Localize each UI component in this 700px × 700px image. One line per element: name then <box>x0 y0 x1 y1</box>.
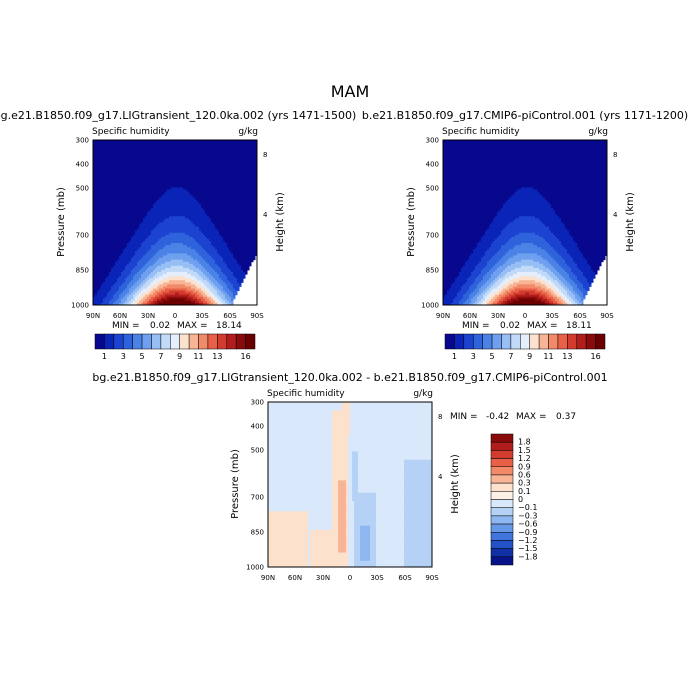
panel-1-units-label: g/kg <box>238 127 258 137</box>
figure-title: MAM <box>331 82 370 101</box>
panel-1-field <box>93 140 258 306</box>
panel-1-title: bg.e21.B1850.f09_g17.LIGtransient_120.0k… <box>0 109 356 122</box>
panel-1-variable-label: Specific humidity <box>92 127 170 137</box>
